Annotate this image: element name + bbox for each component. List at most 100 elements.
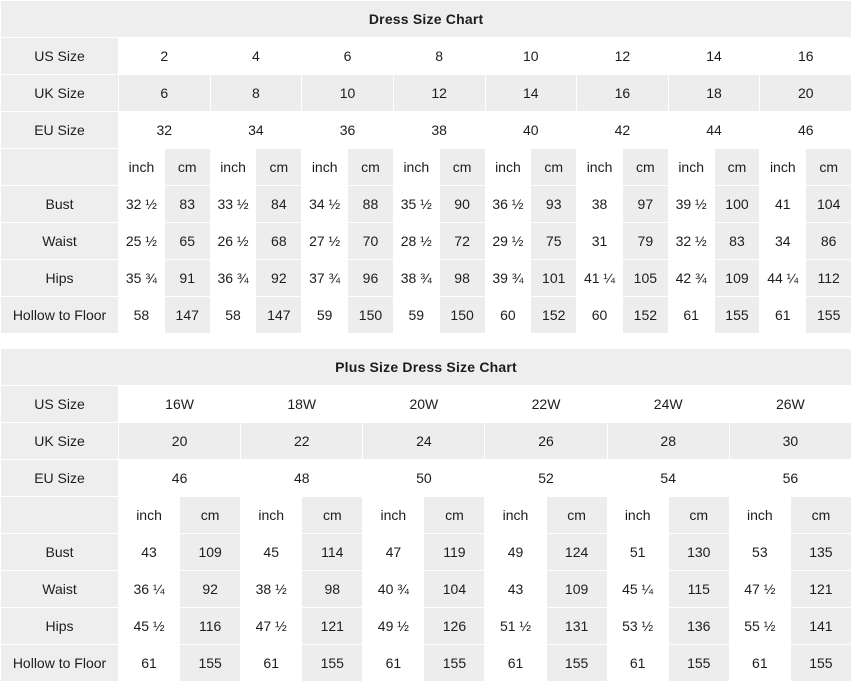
table-row-us-size: US Size 2 4 6 8 10 12 14 16 [0, 37, 851, 75]
row-label-uk-size: UK Size [0, 74, 119, 112]
cell-waist-13: 83 [713, 222, 761, 260]
dress-size-chart-block: Dress Size Chart US Size 2 4 6 8 10 12 1… [0, 0, 851, 334]
plus-row-label-uk-size: UK Size [0, 422, 119, 460]
cell-hollow-11: 152 [621, 296, 669, 334]
plus-cell-bust-9: 130 [667, 533, 730, 571]
cell-eu-size-0: 32 [118, 111, 211, 149]
plus-table-row-units: inch cm inch cm inch cm inch cm inch cm … [0, 496, 851, 534]
plus-table-row-bust: Bust 43 109 45 114 47 119 49 124 51 130 … [0, 533, 851, 571]
plus-table-row-us-size: US Size 16W 18W 20W 22W 24W 26W [0, 385, 851, 423]
plus-cell-waist-1: 92 [179, 570, 242, 608]
plus-cell-hollow-11: 155 [789, 644, 851, 682]
plus-cell-bust-11: 135 [789, 533, 851, 571]
cell-waist-15: 86 [805, 222, 851, 260]
table-row-waist: Waist 25 ½ 65 26 ½ 68 27 ½ 70 28 ½ 72 29… [0, 222, 851, 260]
plus-unit-header-4: inch [362, 496, 425, 534]
cell-hollow-12: 61 [667, 296, 715, 334]
unit-header-3: cm [255, 148, 303, 186]
plus-cell-uk-size-4: 28 [606, 422, 730, 460]
cell-eu-size-7: 46 [759, 111, 851, 149]
cell-hips-6: 38 ¾ [392, 259, 440, 297]
plus-cell-uk-size-3: 26 [484, 422, 608, 460]
plus-cell-bust-5: 119 [423, 533, 486, 571]
row-label-eu-size: EU Size [0, 111, 119, 149]
unit-header-8: inch [484, 148, 532, 186]
row-label-hollow-to-floor: Hollow to Floor [0, 296, 119, 334]
cell-uk-size-7: 20 [759, 74, 851, 112]
plus-row-label-hollow-to-floor: Hollow to Floor [0, 644, 119, 682]
plus-cell-bust-10: 53 [728, 533, 791, 571]
cell-hollow-15: 155 [805, 296, 851, 334]
plus-cell-hollow-10: 61 [728, 644, 791, 682]
plus-cell-waist-2: 38 ½ [240, 570, 303, 608]
cell-bust-14: 41 [759, 185, 807, 223]
plus-unit-header-8: inch [606, 496, 669, 534]
plus-cell-bust-6: 49 [484, 533, 547, 571]
plus-row-label-units [0, 496, 119, 534]
cell-hips-0: 35 ¾ [118, 259, 165, 297]
plus-cell-hollow-6: 61 [484, 644, 547, 682]
plus-cell-hollow-5: 155 [423, 644, 486, 682]
cell-us-size-1: 4 [209, 37, 303, 75]
plus-cell-bust-1: 109 [179, 533, 242, 571]
cell-waist-3: 68 [255, 222, 303, 260]
cell-bust-7: 90 [438, 185, 486, 223]
cell-hollow-0: 58 [118, 296, 165, 334]
plus-cell-us-size-4: 24W [606, 385, 730, 423]
cell-hollow-3: 147 [255, 296, 303, 334]
cell-waist-10: 31 [576, 222, 623, 260]
cell-us-size-7: 16 [759, 37, 851, 75]
cell-hollow-6: 59 [392, 296, 440, 334]
plus-cell-hollow-9: 155 [667, 644, 730, 682]
cell-hips-8: 39 ¾ [484, 259, 532, 297]
plus-row-label-waist: Waist [0, 570, 119, 608]
cell-hips-11: 105 [621, 259, 669, 297]
plus-cell-bust-0: 43 [117, 533, 181, 571]
table-separator [0, 334, 851, 348]
cell-hips-3: 92 [255, 259, 303, 297]
plus-cell-uk-size-1: 22 [240, 422, 364, 460]
cell-eu-size-3: 38 [392, 111, 486, 149]
table-row-units: inch cm inch cm inch cm inch cm inch cm … [0, 148, 851, 186]
plus-chart-title-row: Plus Size Dress Size Chart [0, 348, 851, 386]
plus-cell-eu-size-4: 54 [606, 459, 730, 497]
plus-cell-uk-size-0: 20 [117, 422, 242, 460]
plus-unit-header-10: inch [728, 496, 791, 534]
unit-header-14: inch [759, 148, 807, 186]
plus-cell-waist-3: 98 [301, 570, 364, 608]
table-row-hips: Hips 35 ¾ 91 36 ¾ 92 37 ¾ 96 38 ¾ 98 39 … [0, 259, 851, 297]
cell-eu-size-5: 42 [576, 111, 669, 149]
plus-cell-hips-7: 131 [545, 607, 608, 645]
cell-hips-9: 101 [530, 259, 578, 297]
plus-cell-hips-9: 136 [667, 607, 730, 645]
plus-cell-hips-4: 49 ½ [362, 607, 425, 645]
dress-size-chart-table: Dress Size Chart US Size 2 4 6 8 10 12 1… [0, 0, 851, 334]
plus-cell-hollow-7: 155 [545, 644, 608, 682]
plus-cell-waist-11: 121 [789, 570, 851, 608]
cell-us-size-3: 8 [392, 37, 486, 75]
table-row-uk-size: UK Size 6 8 10 12 14 16 18 20 [0, 74, 851, 112]
plus-cell-bust-4: 47 [362, 533, 425, 571]
cell-hips-5: 96 [347, 259, 394, 297]
plus-cell-us-size-1: 18W [240, 385, 364, 423]
plus-cell-waist-4: 40 ¾ [362, 570, 425, 608]
cell-us-size-5: 12 [576, 37, 669, 75]
cell-waist-5: 70 [347, 222, 394, 260]
plus-cell-eu-size-3: 52 [484, 459, 608, 497]
plus-cell-eu-size-0: 46 [117, 459, 242, 497]
plus-cell-us-size-3: 22W [484, 385, 608, 423]
cell-hollow-4: 59 [301, 296, 349, 334]
row-label-us-size: US Size [0, 37, 119, 75]
plus-cell-eu-size-1: 48 [240, 459, 364, 497]
plus-table-row-hips: Hips 45 ½ 116 47 ½ 121 49 ½ 126 51 ½ 131… [0, 607, 851, 645]
plus-row-label-eu-size: EU Size [0, 459, 119, 497]
cell-eu-size-6: 44 [667, 111, 761, 149]
cell-hips-14: 44 ¼ [759, 259, 807, 297]
plus-cell-waist-9: 115 [667, 570, 730, 608]
plus-cell-waist-0: 36 ¼ [117, 570, 181, 608]
plus-unit-header-9: cm [667, 496, 730, 534]
cell-hips-10: 41 ¼ [576, 259, 623, 297]
plus-table-row-eu-size: EU Size 46 48 50 52 54 56 [0, 459, 851, 497]
cell-waist-7: 72 [438, 222, 486, 260]
